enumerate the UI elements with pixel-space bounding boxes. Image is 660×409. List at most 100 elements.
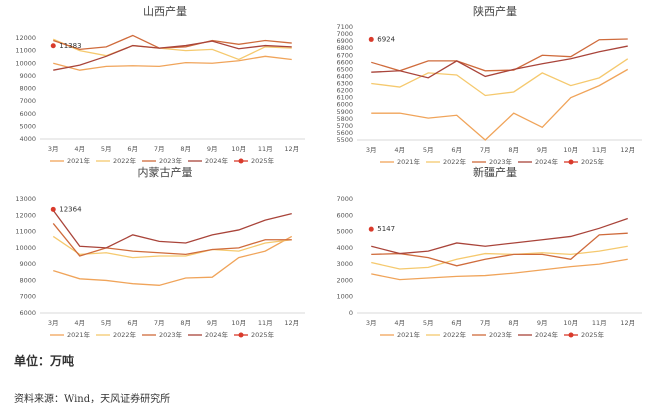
legend-label: 2021年: [67, 330, 91, 339]
x-tick-label: 6月: [127, 319, 138, 327]
x-tick-label: 10月: [563, 319, 578, 327]
series-line: [371, 58, 629, 97]
x-tick-label: 12月: [284, 145, 299, 153]
x-tick-label: 12月: [284, 319, 299, 327]
y-tick-label: 5000: [336, 228, 353, 236]
value-label: 11383: [59, 42, 81, 50]
y-tick-label: 7000: [19, 293, 36, 301]
x-tick-label: 3月: [48, 145, 59, 153]
x-tick-label: 11月: [592, 146, 607, 154]
y-tick-label: 7000: [19, 97, 36, 105]
x-tick-label: 4月: [74, 319, 85, 327]
series-line: [371, 217, 628, 255]
x-tick-label: 7月: [154, 145, 165, 153]
series-line: [371, 38, 628, 72]
x-tick-label: 3月: [366, 319, 377, 327]
series-line: [371, 68, 629, 141]
x-tick-label: 12月: [620, 319, 635, 327]
legend-label: 2024年: [205, 156, 229, 165]
x-tick-label: 11月: [258, 145, 273, 153]
chart-title: 内蒙古产量: [138, 165, 193, 179]
x-tick-label: 8月: [180, 145, 191, 153]
y-tick-label: 6400: [336, 72, 353, 80]
series-line: [53, 55, 292, 71]
legend-label: 2022年: [113, 156, 137, 165]
x-tick-label: 5月: [423, 319, 434, 327]
y-tick-label: 6700: [336, 51, 353, 59]
y-tick-label: 6600: [336, 58, 353, 66]
value-label: 6924: [377, 35, 395, 43]
x-tick-label: 11月: [258, 319, 273, 327]
y-tick-label: 3000: [336, 260, 353, 268]
series-line: [371, 45, 628, 79]
legend-label: 2023年: [489, 330, 513, 339]
x-tick-label: 7月: [154, 319, 165, 327]
y-tick-label: 5900: [336, 108, 353, 116]
y-tick-label: 6900: [336, 37, 353, 45]
x-tick-label: 3月: [48, 319, 59, 327]
y-tick-label: 7000: [336, 30, 353, 38]
value-label: 12364: [59, 205, 82, 213]
legend-label: 2022年: [443, 330, 467, 339]
x-tick-label: 9月: [537, 319, 548, 327]
chart-title: 陕西产量: [473, 4, 517, 18]
x-tick-label: 10月: [563, 146, 578, 154]
legend-label: 2022年: [443, 157, 467, 166]
y-tick-label: 6000: [19, 110, 36, 118]
y-tick-label: 6000: [336, 101, 353, 109]
series-line: [52, 235, 292, 259]
legend-label: 2025年: [581, 330, 605, 339]
x-tick-label: 12月: [620, 146, 635, 154]
legend-label: 2023年: [159, 156, 183, 165]
y-tick-label: 5500: [336, 136, 353, 144]
y-tick-label: 9000: [19, 260, 36, 268]
y-tick-label: 7000: [336, 195, 353, 203]
y-tick-label: 12000: [15, 34, 36, 42]
x-tick-label: 3月: [366, 146, 377, 154]
source-note: 资料来源：Wind，天风证券研究所: [14, 394, 171, 405]
unit-note: 单位：万吨: [14, 354, 75, 368]
y-tick-label: 13000: [15, 195, 36, 203]
x-tick-label: 4月: [394, 146, 405, 154]
legend-label: 2025年: [251, 156, 275, 165]
legend-label: 2021年: [67, 156, 91, 165]
chart-title: 新疆产量: [473, 165, 517, 179]
y-tick-label: 5000: [19, 122, 36, 130]
legend-label: 2024年: [535, 330, 559, 339]
y-tick-label: 5800: [336, 115, 353, 123]
y-tick-label: 8000: [19, 276, 36, 284]
y-tick-label: 8000: [19, 85, 36, 93]
legend-label: 2024年: [535, 157, 559, 166]
x-tick-label: 10月: [231, 145, 246, 153]
series-line: [371, 232, 628, 267]
y-tick-label: 5600: [336, 129, 353, 137]
legend-label: 2023年: [489, 157, 513, 166]
legend-label: 2021年: [397, 330, 421, 339]
x-tick-label: 6月: [451, 146, 462, 154]
y-tick-label: 6000: [19, 309, 36, 317]
legend-label: 2021年: [397, 157, 421, 166]
legend-label: 2024年: [205, 330, 229, 339]
y-tick-label: 6500: [336, 65, 353, 73]
y-tick-label: 10000: [15, 59, 36, 67]
x-tick-label: 7月: [480, 146, 491, 154]
x-tick-label: 8月: [508, 146, 519, 154]
y-tick-label: 11000: [15, 228, 36, 236]
series-line: [53, 40, 292, 71]
series-line: [52, 210, 292, 249]
legend-label: 2025年: [251, 330, 275, 339]
y-tick-label: 4000: [19, 135, 36, 143]
x-tick-label: 6月: [451, 319, 462, 327]
point: [50, 206, 56, 212]
x-tick-label: 4月: [394, 319, 405, 327]
legend-marker: [568, 332, 574, 338]
y-tick-label: 6800: [336, 44, 353, 52]
series-line: [371, 258, 628, 281]
chart-title: 山西产量: [143, 4, 187, 18]
series-line: [52, 38, 292, 61]
point: [50, 43, 56, 49]
y-tick-label: 9000: [19, 72, 36, 80]
y-tick-label: 4000: [336, 244, 353, 252]
x-tick-label: 9月: [207, 319, 218, 327]
